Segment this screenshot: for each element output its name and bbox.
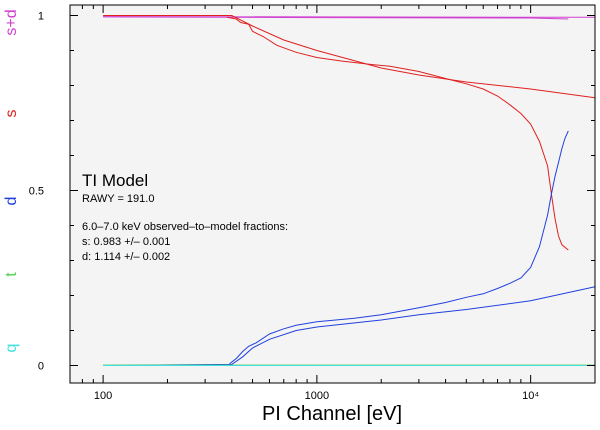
series-s-d-model (103, 16, 595, 18)
fractions-label: 6.0–7.0 keV observed–to–model fractions: (82, 221, 288, 233)
y-tick-label: 1 (38, 11, 44, 23)
x-axis-title: PI Channel [eV] (262, 403, 402, 425)
y-tick-label: 0 (38, 361, 44, 373)
plot-frame (69, 4, 596, 384)
rawy-label: RAWY = 191.0 (82, 193, 154, 205)
side-label-d: d (3, 197, 20, 206)
x-tick-label: 10⁴ (522, 390, 539, 402)
side-label-q: q (3, 344, 20, 353)
series-s-observed (227, 16, 569, 251)
side-label-t: t (3, 272, 20, 277)
series-layer (103, 15, 596, 366)
y-axis: 00.51 (29, 11, 595, 373)
model-title: TI Model (82, 171, 148, 190)
series-s-model (103, 15, 596, 99)
d-fraction: d: 1.114 +/– 0.002 (82, 251, 170, 263)
side-labels: s+d s d t q (3, 9, 20, 352)
side-label-s-plus-d: s+d (3, 9, 20, 35)
side-label-s: s (3, 110, 20, 118)
x-tick-label: 1000 (305, 390, 329, 402)
x-axis: 100 1000 10⁴ (69, 5, 596, 402)
x-tick-label: 100 (94, 390, 112, 402)
y-tick-label: 0.5 (29, 186, 44, 198)
series-d-observed (229, 130, 569, 365)
s-fraction: s: 0.983 +/– 0.001 (82, 236, 170, 248)
series-d-model (103, 286, 596, 366)
